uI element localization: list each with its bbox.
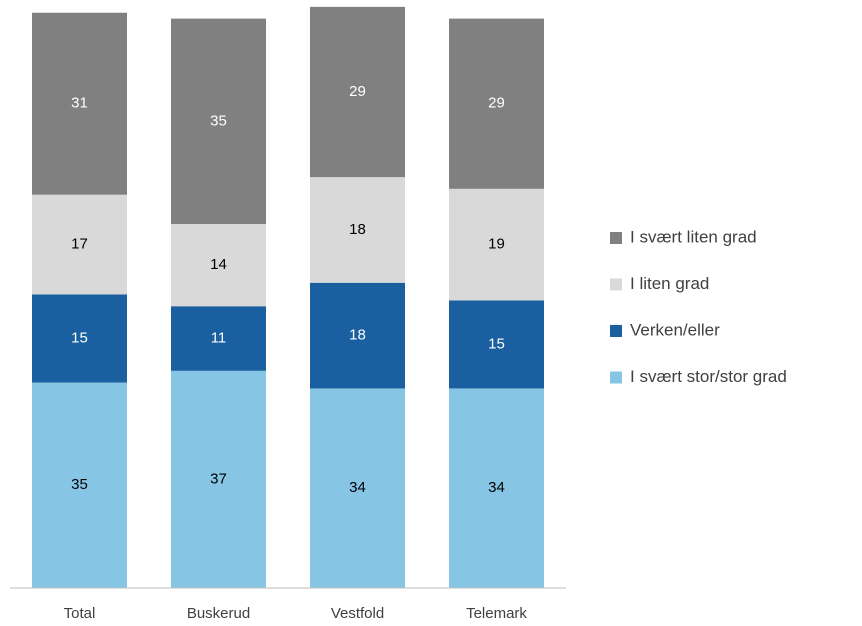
bar-segment [32,194,127,295]
data-label: 18 [349,221,366,238]
data-label: 29 [488,95,505,112]
x-tick-label: Telemark [466,605,527,622]
data-label: 37 [210,470,227,487]
x-tick-label: Vestfold [331,605,384,622]
data-label: 17 [71,236,88,253]
data-label: 15 [488,335,505,352]
bar-segment [171,370,266,588]
data-label: 34 [349,479,366,496]
bar-segment [310,177,405,283]
legend-swatch [610,278,622,291]
data-label: 15 [71,329,88,346]
legend-label: I liten grad [630,274,709,293]
bar-segment [32,294,127,383]
data-label: 35 [71,476,88,493]
data-label: 34 [488,479,505,496]
bar-segment [310,282,405,389]
bar-segment [310,6,405,178]
legend-label: I svært liten grad [630,227,757,246]
data-label: 19 [488,236,505,253]
bar-segment [310,388,405,588]
data-label: 31 [71,95,88,112]
bar-segment [449,188,544,301]
data-label: 11 [211,329,227,346]
bar-segment [449,388,544,588]
bar-segment [171,306,266,371]
data-label: 18 [349,327,366,344]
x-tick-label: Total [64,605,96,622]
bar-segment [449,300,544,389]
x-tick-label: Buskerud [187,605,250,622]
bar-segment [171,18,266,225]
bar-segment [171,224,266,307]
bar-segment [32,12,127,195]
bar-segment [32,382,127,588]
legend-swatch [610,232,622,244]
data-label: 35 [210,112,227,129]
data-label: 14 [210,256,227,273]
legend-label: Verken/eller [630,320,720,339]
data-label: 29 [349,83,366,100]
legend-swatch [610,325,622,337]
legend-label: I svært stor/stor grad [630,367,787,386]
legend-swatch [610,371,622,384]
bar-segment [449,18,544,189]
